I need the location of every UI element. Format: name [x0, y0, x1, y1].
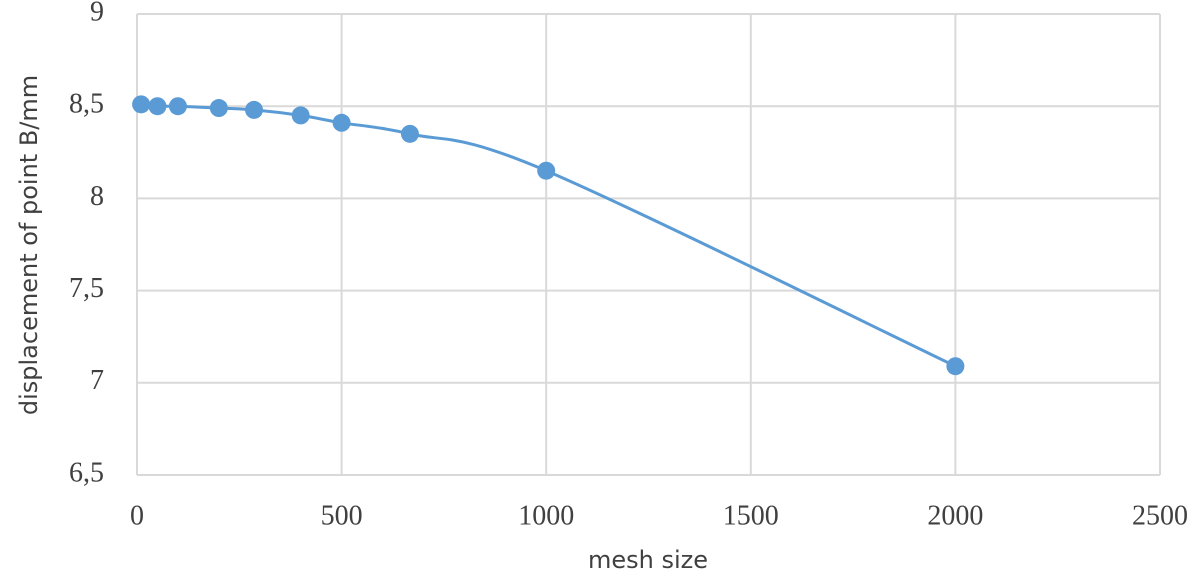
x-tick-label: 1500: [723, 500, 779, 531]
y-tick-label: 8,5: [69, 89, 104, 120]
x-tick-label: 500: [321, 500, 363, 531]
x-tick-label: 0: [130, 500, 144, 531]
data-point: [245, 100, 264, 119]
data-point: [946, 357, 965, 376]
data-point: [132, 95, 151, 114]
x-tick-label: 2000: [927, 500, 983, 531]
x-tick-label: 2500: [1132, 500, 1188, 531]
data-point: [332, 113, 351, 132]
x-axis-title: mesh size: [588, 546, 708, 574]
y-tick-label: 7,5: [69, 273, 104, 304]
y-tick-label: 6,5: [69, 457, 104, 488]
x-tick-label: 1000: [518, 500, 574, 531]
y-axis-title: displacement of point B/mm: [15, 75, 43, 415]
y-tick-label: 9: [90, 0, 104, 27]
data-point: [148, 97, 167, 116]
data-point: [400, 124, 419, 143]
y-tick-label: 8: [90, 181, 104, 212]
series-line: [140, 102, 957, 368]
data-point: [209, 99, 228, 118]
data-point: [537, 161, 556, 180]
data-point: [291, 106, 310, 125]
y-tick-label: 7: [90, 365, 104, 396]
data-point: [168, 97, 187, 116]
